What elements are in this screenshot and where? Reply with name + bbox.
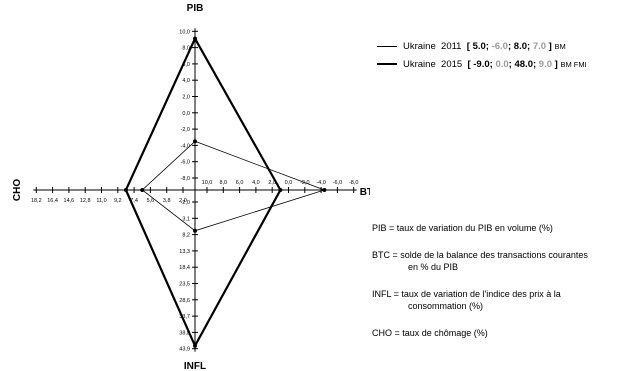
- cho-tick-label: 3,8: [163, 198, 171, 204]
- pib-tick-label: -8,0: [181, 176, 190, 182]
- legend-line-thick: [377, 63, 397, 65]
- series-point: [140, 188, 145, 192]
- pib-tick-label: 2,0: [182, 95, 190, 101]
- series-polygon-1: [141, 140, 326, 232]
- infl-tick-label: 18,4: [179, 265, 190, 271]
- btc-tick-label: 8,0: [219, 180, 227, 186]
- cho-tick-label: 2,0: [179, 198, 187, 204]
- series-point: [193, 36, 197, 41]
- cho-tick-label: 11,0: [96, 198, 106, 204]
- legend-value-infl: 48.0: [514, 59, 533, 70]
- legend-value-infl: 8.0: [513, 41, 527, 52]
- series-point: [123, 188, 128, 192]
- btc-tick-label: 4,0: [252, 180, 260, 186]
- infl-tick-label: 3,1: [182, 216, 190, 222]
- legend-year: 2011: [441, 41, 462, 52]
- pib-tick-label: 6,0: [182, 62, 190, 68]
- pib-tick-label: 4,0: [182, 78, 190, 84]
- series-polygon-2: [124, 36, 282, 349]
- pib-tick-label: -2,0: [181, 127, 190, 133]
- btc-tick-label: 2,0: [268, 180, 276, 186]
- infl-tick-label: -2,0: [181, 200, 190, 206]
- series-point: [278, 188, 283, 192]
- btc-tick-label: 0,0: [285, 180, 293, 186]
- legend-sources: BM: [554, 42, 566, 51]
- btc-tick-label: -8,0: [349, 180, 358, 186]
- legend-sources: BM FMI: [560, 60, 587, 69]
- btc-tick-label: 6,0: [236, 180, 244, 186]
- pib-tick-label: 10,0: [179, 29, 190, 35]
- cho-tick-label: 5,6: [147, 198, 155, 204]
- radar-chart: 10,0 8,0 6,0 4,0 2,0 0,0 -2,0 -4,0 -6,0 -8,0 PIB -8…: [12, 3, 370, 371]
- btc-tick-label: 10,0: [202, 180, 213, 186]
- series-point: [193, 139, 197, 144]
- infl-tick-label: 13,3: [179, 249, 190, 255]
- btc-tick-label: -4,0: [316, 180, 325, 186]
- definition-infl: INFL = taux de variation de l'indice des…: [372, 289, 561, 311]
- infl-tick-label: 8,2: [182, 233, 190, 239]
- infl-tick-label: 33,7: [179, 314, 190, 320]
- pib-tick-label: 8,0: [182, 46, 190, 52]
- series-point: [193, 343, 197, 348]
- legend-value-cho: 7.0: [532, 41, 547, 52]
- btc-axis-title: BTC: [360, 187, 370, 198]
- pib-tick-label: -6,0: [181, 160, 190, 166]
- cho-tick-label: 14,6: [64, 198, 75, 204]
- cho-tick-label: 9,2: [114, 198, 122, 204]
- pib-axis-title: PIB: [187, 3, 204, 14]
- legend-value-pib: 5.0: [472, 41, 486, 52]
- definition-pib: PIB = taux de variation du PIB en volume…: [372, 223, 553, 233]
- infl-axis-title: INFL: [184, 361, 206, 371]
- infl-tick-label: 23,5: [179, 282, 190, 288]
- series-point: [322, 188, 327, 192]
- legend-line-thin: [377, 46, 397, 47]
- series-point: [193, 228, 197, 233]
- definition-btc: BTC = solde de la balance des transactio…: [372, 250, 588, 272]
- cho-tick-label: 16,4: [47, 198, 58, 204]
- cho-axis-title: CHO: [12, 179, 23, 201]
- legend-value-btc: -6.0: [491, 41, 508, 52]
- legend-year: 2015: [441, 59, 463, 70]
- infl-tick-label: 43,9: [179, 347, 190, 353]
- legend-country: Ukraine: [403, 41, 436, 52]
- definition-cho: CHO = taux de chômage (%): [372, 328, 488, 338]
- infl-tick-label: 38,8: [179, 330, 190, 336]
- legend-country: Ukraine: [403, 59, 436, 70]
- legend-value-cho: 9.0: [538, 59, 553, 70]
- infl-tick-label: 28,6: [179, 298, 190, 304]
- cho-tick-label: 7,4: [130, 198, 138, 204]
- pib-tick-label: 0,0: [182, 111, 190, 117]
- btc-tick-label: -6,0: [333, 180, 342, 186]
- legend-value-pib: -9.0: [473, 59, 490, 70]
- axis-definitions: PIB = taux de variation du PIB en volume…: [372, 222, 640, 354]
- cho-tick-label: 12,8: [80, 198, 91, 204]
- cho-tick-label: 18,2: [31, 198, 42, 204]
- legend-value-btc: 0.0: [495, 59, 509, 70]
- pib-tick-label: -4,0: [181, 143, 190, 149]
